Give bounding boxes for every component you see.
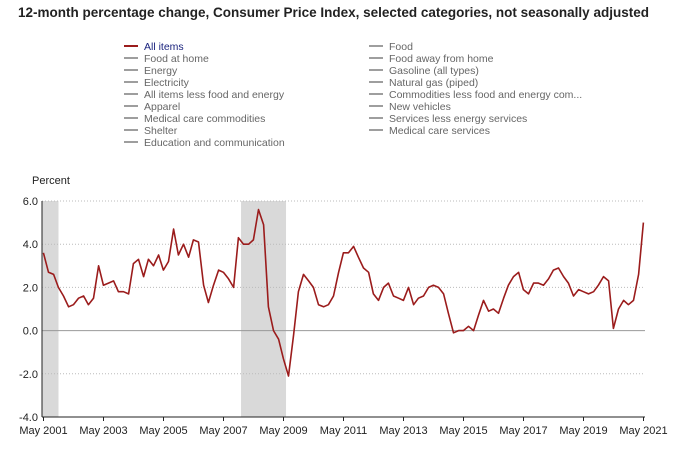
series-lines bbox=[42, 208, 645, 377]
legend-label: Medical care commodities bbox=[144, 113, 266, 125]
series-line-all-items bbox=[42, 208, 645, 377]
x-tick-label: May 2017 bbox=[499, 425, 547, 437]
legend-swatch bbox=[124, 69, 138, 72]
x-tick-label: May 2011 bbox=[320, 425, 368, 437]
legend-swatch bbox=[124, 117, 138, 120]
legend-swatch bbox=[369, 93, 383, 96]
legend-item[interactable]: Food away from home bbox=[369, 53, 493, 65]
x-tick-label: May 2019 bbox=[559, 425, 607, 437]
legend-swatch bbox=[124, 81, 138, 84]
y-tick-label: 6.0 bbox=[23, 196, 38, 208]
legend-item[interactable]: Electricity bbox=[124, 77, 189, 89]
legend-swatch bbox=[124, 57, 138, 60]
legend-swatch bbox=[369, 69, 383, 72]
legend-label: All items less food and energy bbox=[144, 89, 285, 101]
legend-label: New vehicles bbox=[389, 101, 451, 113]
y-tick-label: -2.0 bbox=[19, 369, 38, 381]
legend-swatch bbox=[369, 45, 383, 48]
legend-swatch bbox=[369, 129, 383, 132]
legend-label: Electricity bbox=[144, 77, 189, 89]
legend-label: Education and communication bbox=[144, 137, 285, 149]
legend-label: Medical care services bbox=[389, 125, 490, 137]
legend-label: Services less energy services bbox=[389, 113, 528, 125]
legend-label: Commodities less food and energy com... bbox=[389, 89, 583, 101]
legend-item[interactable]: Energy bbox=[124, 65, 177, 77]
x-tick-label: May 2003 bbox=[79, 425, 127, 437]
legend-swatch bbox=[124, 45, 138, 48]
legend-label: Shelter bbox=[144, 125, 178, 137]
legend-label: Energy bbox=[144, 65, 178, 77]
recession-bands bbox=[42, 201, 287, 417]
legend-item[interactable]: All items less food and energy bbox=[124, 89, 284, 101]
x-tick-label: May 2021 bbox=[619, 425, 667, 437]
y-tick-label: 2.0 bbox=[23, 282, 38, 294]
legend-swatch bbox=[124, 129, 138, 132]
legend-label: Food at home bbox=[144, 53, 209, 65]
legend-swatch bbox=[124, 93, 138, 96]
legend-item[interactable]: Apparel bbox=[124, 101, 180, 113]
x-tick-label: May 2007 bbox=[199, 425, 247, 437]
legend-item[interactable]: Gasoline (all types) bbox=[369, 65, 479, 77]
legend-label: Natural gas (piped) bbox=[389, 77, 479, 89]
recession-band bbox=[42, 201, 59, 417]
x-tick-label: May 2009 bbox=[259, 425, 307, 437]
legend-item[interactable]: Natural gas (piped) bbox=[369, 77, 478, 89]
x-tick-label: May 2015 bbox=[439, 425, 487, 437]
y-tick-label: 4.0 bbox=[23, 239, 38, 251]
y-axis-label: Percent bbox=[32, 175, 70, 187]
legend-label: Food bbox=[389, 41, 413, 53]
legend-swatch bbox=[369, 81, 383, 84]
x-tick-label: May 2005 bbox=[139, 425, 187, 437]
chart-title: 12-month percentage change, Consumer Pri… bbox=[18, 5, 649, 20]
legend-label: Apparel bbox=[144, 101, 181, 113]
legend-item[interactable]: All items bbox=[124, 41, 184, 53]
x-tick-label: May 2001 bbox=[19, 425, 67, 437]
legend-swatch bbox=[369, 105, 383, 108]
grid-lines bbox=[42, 200, 645, 418]
x-tick-label: May 2013 bbox=[379, 425, 427, 437]
legend-swatch bbox=[124, 105, 138, 108]
legend-item[interactable]: Commodities less food and energy com... bbox=[369, 89, 582, 101]
legend-item[interactable]: Food at home bbox=[124, 53, 209, 65]
legend-item[interactable]: Shelter bbox=[124, 125, 177, 137]
legend-swatch bbox=[124, 141, 138, 144]
legend-item[interactable]: Medical care services bbox=[369, 125, 490, 137]
legend-item[interactable]: New vehicles bbox=[369, 101, 451, 113]
legend-swatch bbox=[369, 117, 383, 120]
legend-item[interactable]: Education and communication bbox=[124, 137, 285, 149]
legend-swatch bbox=[369, 57, 383, 60]
legend-item[interactable]: Medical care commodities bbox=[124, 113, 265, 125]
y-tick-label: -4.0 bbox=[19, 412, 38, 424]
legend-item[interactable]: Food bbox=[369, 41, 413, 53]
legend-label: All items bbox=[144, 41, 184, 53]
y-tick-label: 0.0 bbox=[23, 326, 38, 338]
legend-label: Gasoline (all types) bbox=[389, 65, 479, 77]
legend-item[interactable]: Services less energy services bbox=[369, 113, 527, 125]
legend-label: Food away from home bbox=[389, 53, 494, 65]
